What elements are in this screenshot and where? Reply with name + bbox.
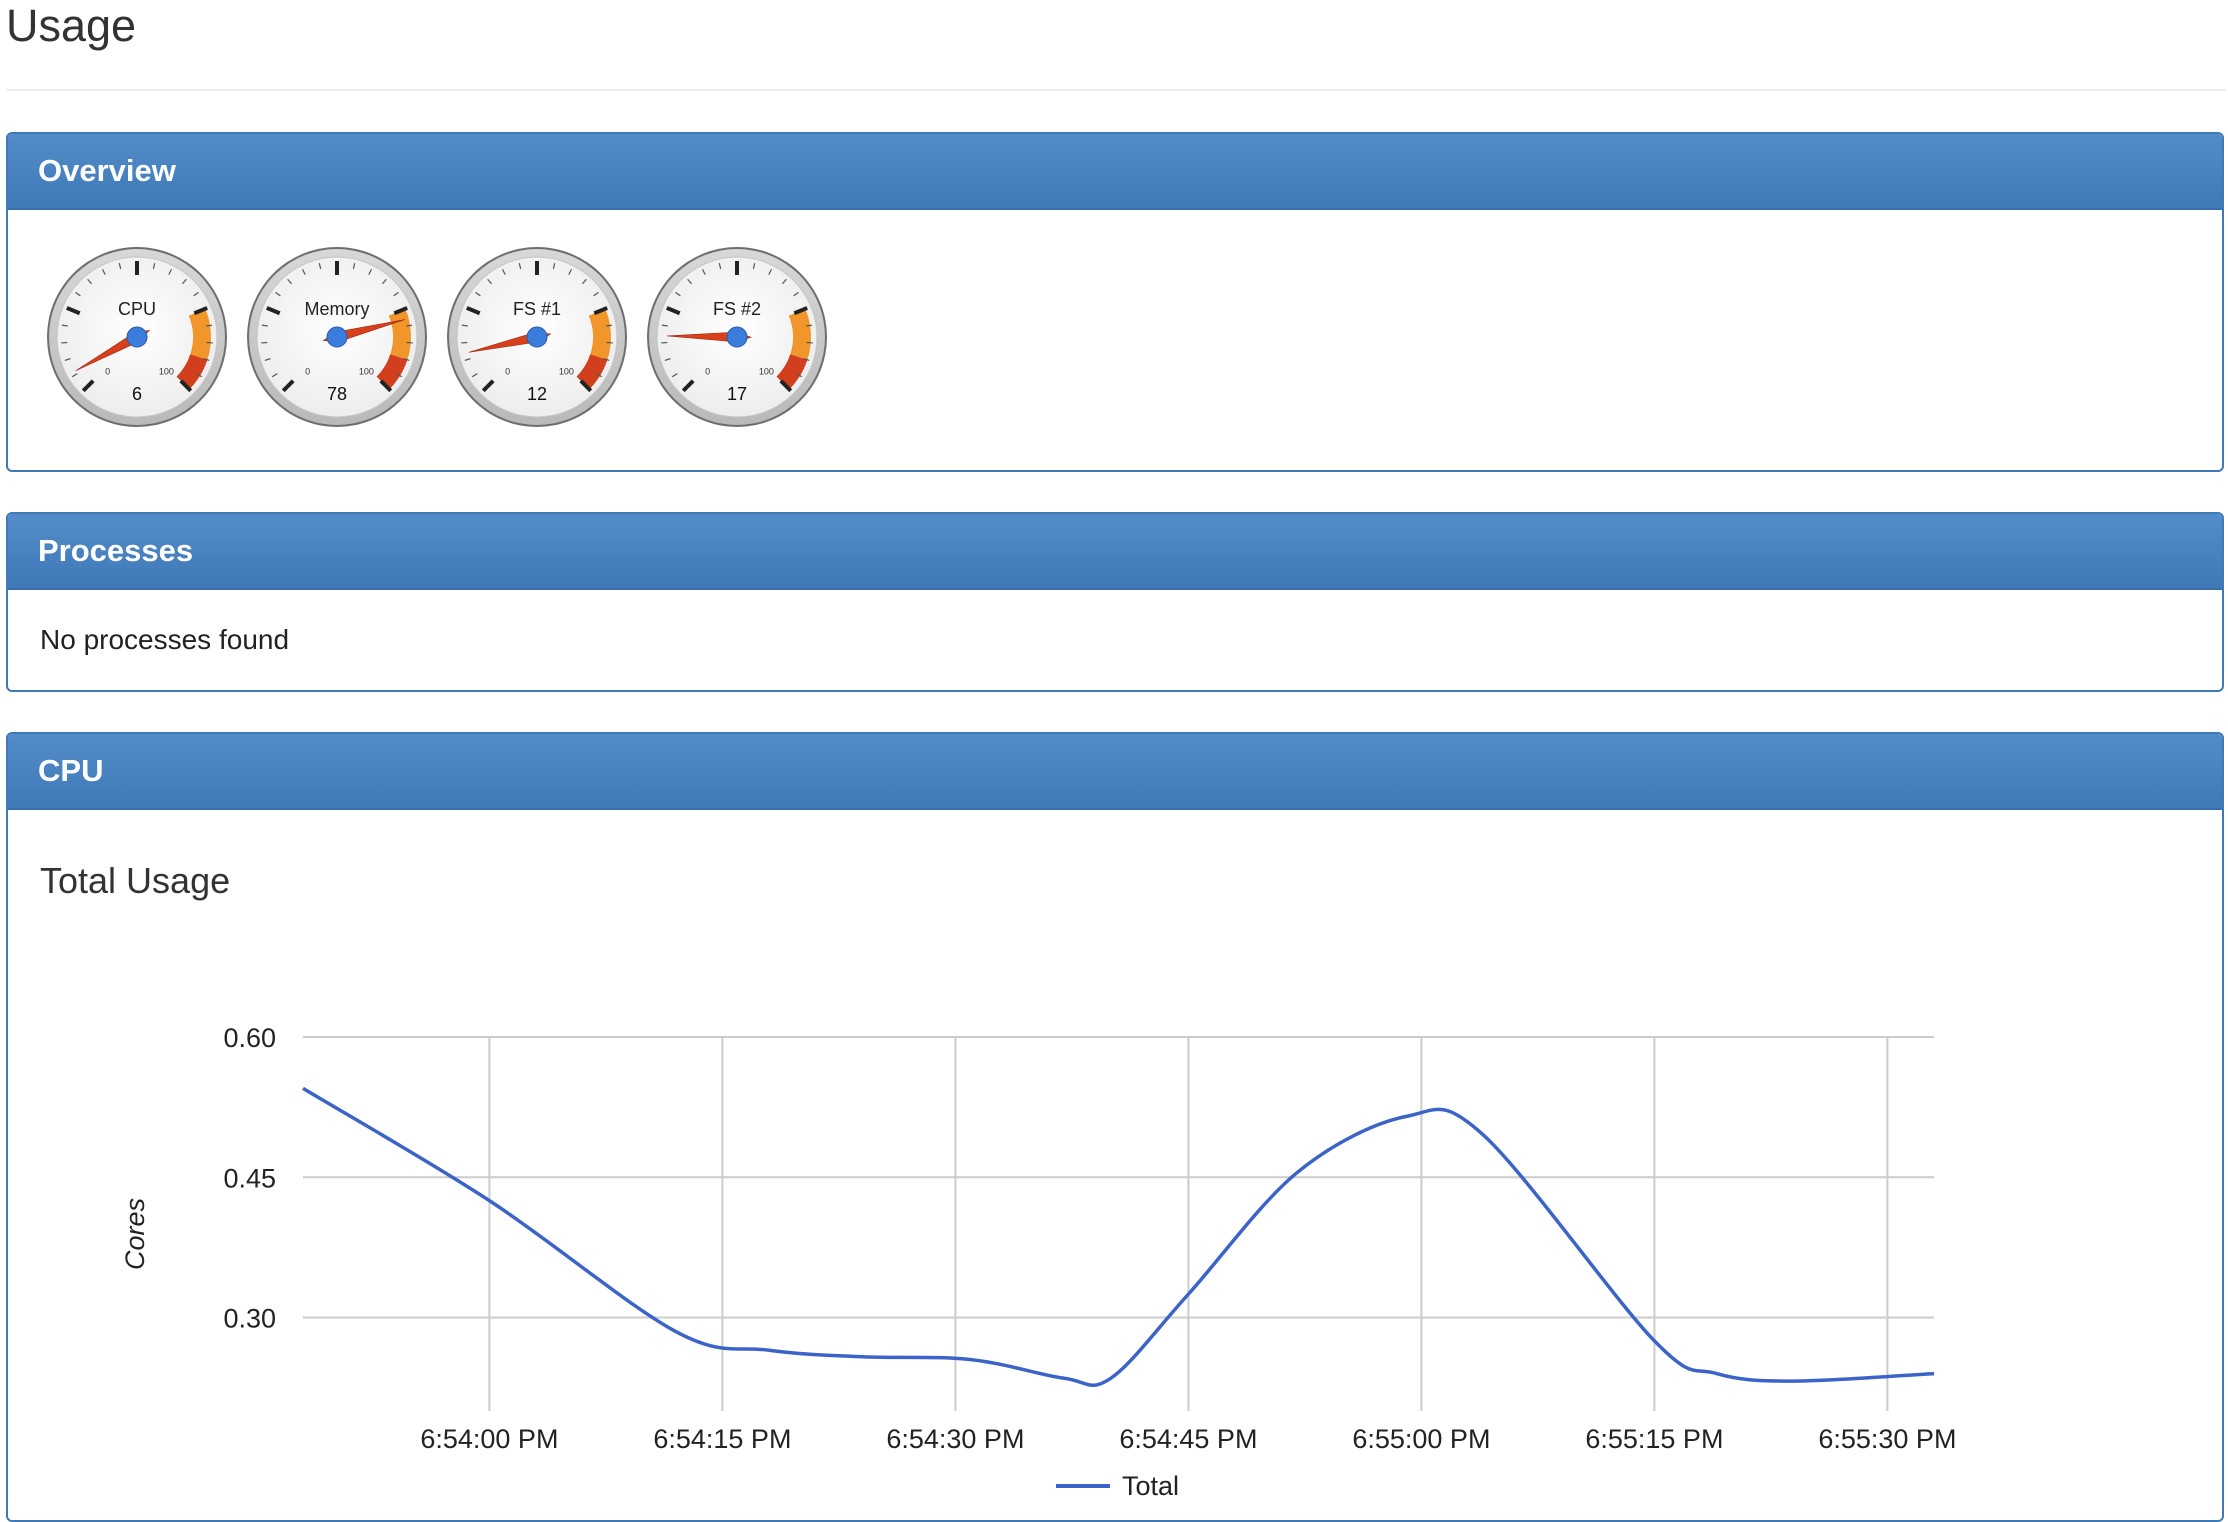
- chart-x-tick-label: 6:55:00 PM: [1352, 1424, 1490, 1454]
- gauge-min-label: 0: [505, 366, 510, 376]
- chart-x-tick-label: 6:55:15 PM: [1585, 1424, 1723, 1454]
- page-title: Usage: [6, 0, 136, 54]
- gauge-label: CPU: [118, 299, 156, 319]
- gauge-min-label: 0: [305, 366, 310, 376]
- gauge-hub: [327, 327, 347, 347]
- overview-panel-title: Overview: [38, 153, 176, 189]
- gauge-max-label: 100: [559, 366, 574, 376]
- gauge-label: FS #2: [713, 299, 761, 319]
- gauge-value: 78: [327, 384, 347, 404]
- overview-panel-heading: Overview: [8, 134, 2222, 210]
- chart-x-tick-label: 6:54:15 PM: [653, 1424, 791, 1454]
- gauge-max-label: 100: [759, 366, 774, 376]
- gauge-max-label: 100: [359, 366, 374, 376]
- chart-y-tick-label: 0.30: [223, 1304, 276, 1334]
- title-divider: [6, 89, 2226, 91]
- overview-panel: Overview 0 100 CPU 6 0 100 Memory 78 0 100 FS #1…: [6, 132, 2224, 472]
- chart-series-line-total: [303, 1088, 1934, 1385]
- chart-x-tick-label: 6:54:30 PM: [886, 1424, 1024, 1454]
- gauge-max-label: 100: [159, 366, 174, 376]
- chart-x-tick-label: 6:54:45 PM: [1119, 1424, 1257, 1454]
- gauge-fs2: 0 100 FS #2 17: [646, 246, 828, 428]
- chart-y-tick-label: 0.45: [223, 1163, 276, 1193]
- gauge-value: 6: [132, 384, 142, 404]
- gauge-memory: 0 100 Memory 78: [246, 246, 428, 428]
- cpu-usage-chart: 0.60 0.45 0.30 6:54:00 PM 6:54:15 PM 6:54:30 …: [8, 734, 2222, 1520]
- gauge-hub: [127, 327, 147, 347]
- chart-x-tick-label: 6:55:30 PM: [1818, 1424, 1956, 1454]
- processes-panel: Processes No processes found: [6, 512, 2224, 692]
- chart-x-tick-label: 6:54:00 PM: [420, 1424, 558, 1454]
- gauge-value: 17: [727, 384, 747, 404]
- gauge-value: 12: [527, 384, 547, 404]
- chart-legend-label: Total: [1122, 1471, 1179, 1501]
- chart-y-axis-label: Cores: [120, 1198, 150, 1270]
- processes-panel-heading: Processes: [8, 514, 2222, 590]
- processes-panel-title: Processes: [38, 533, 193, 569]
- gauge-min-label: 0: [705, 366, 710, 376]
- gauge-row: 0 100 CPU 6 0 100 Memory 78 0 100 FS #1 12 0 100 FS…: [46, 246, 828, 428]
- gauge-fs1: 0 100 FS #1 12: [446, 246, 628, 428]
- gauge-label: Memory: [304, 299, 369, 319]
- no-processes-message: No processes found: [40, 624, 289, 656]
- chart-y-tick-label: 0.60: [223, 1023, 276, 1053]
- gauge-min-label: 0: [105, 366, 110, 376]
- gauge-hub: [527, 327, 547, 347]
- gauge-cpu: 0 100 CPU 6: [46, 246, 228, 428]
- gauge-hub: [727, 327, 747, 347]
- gauge-label: FS #1: [513, 299, 561, 319]
